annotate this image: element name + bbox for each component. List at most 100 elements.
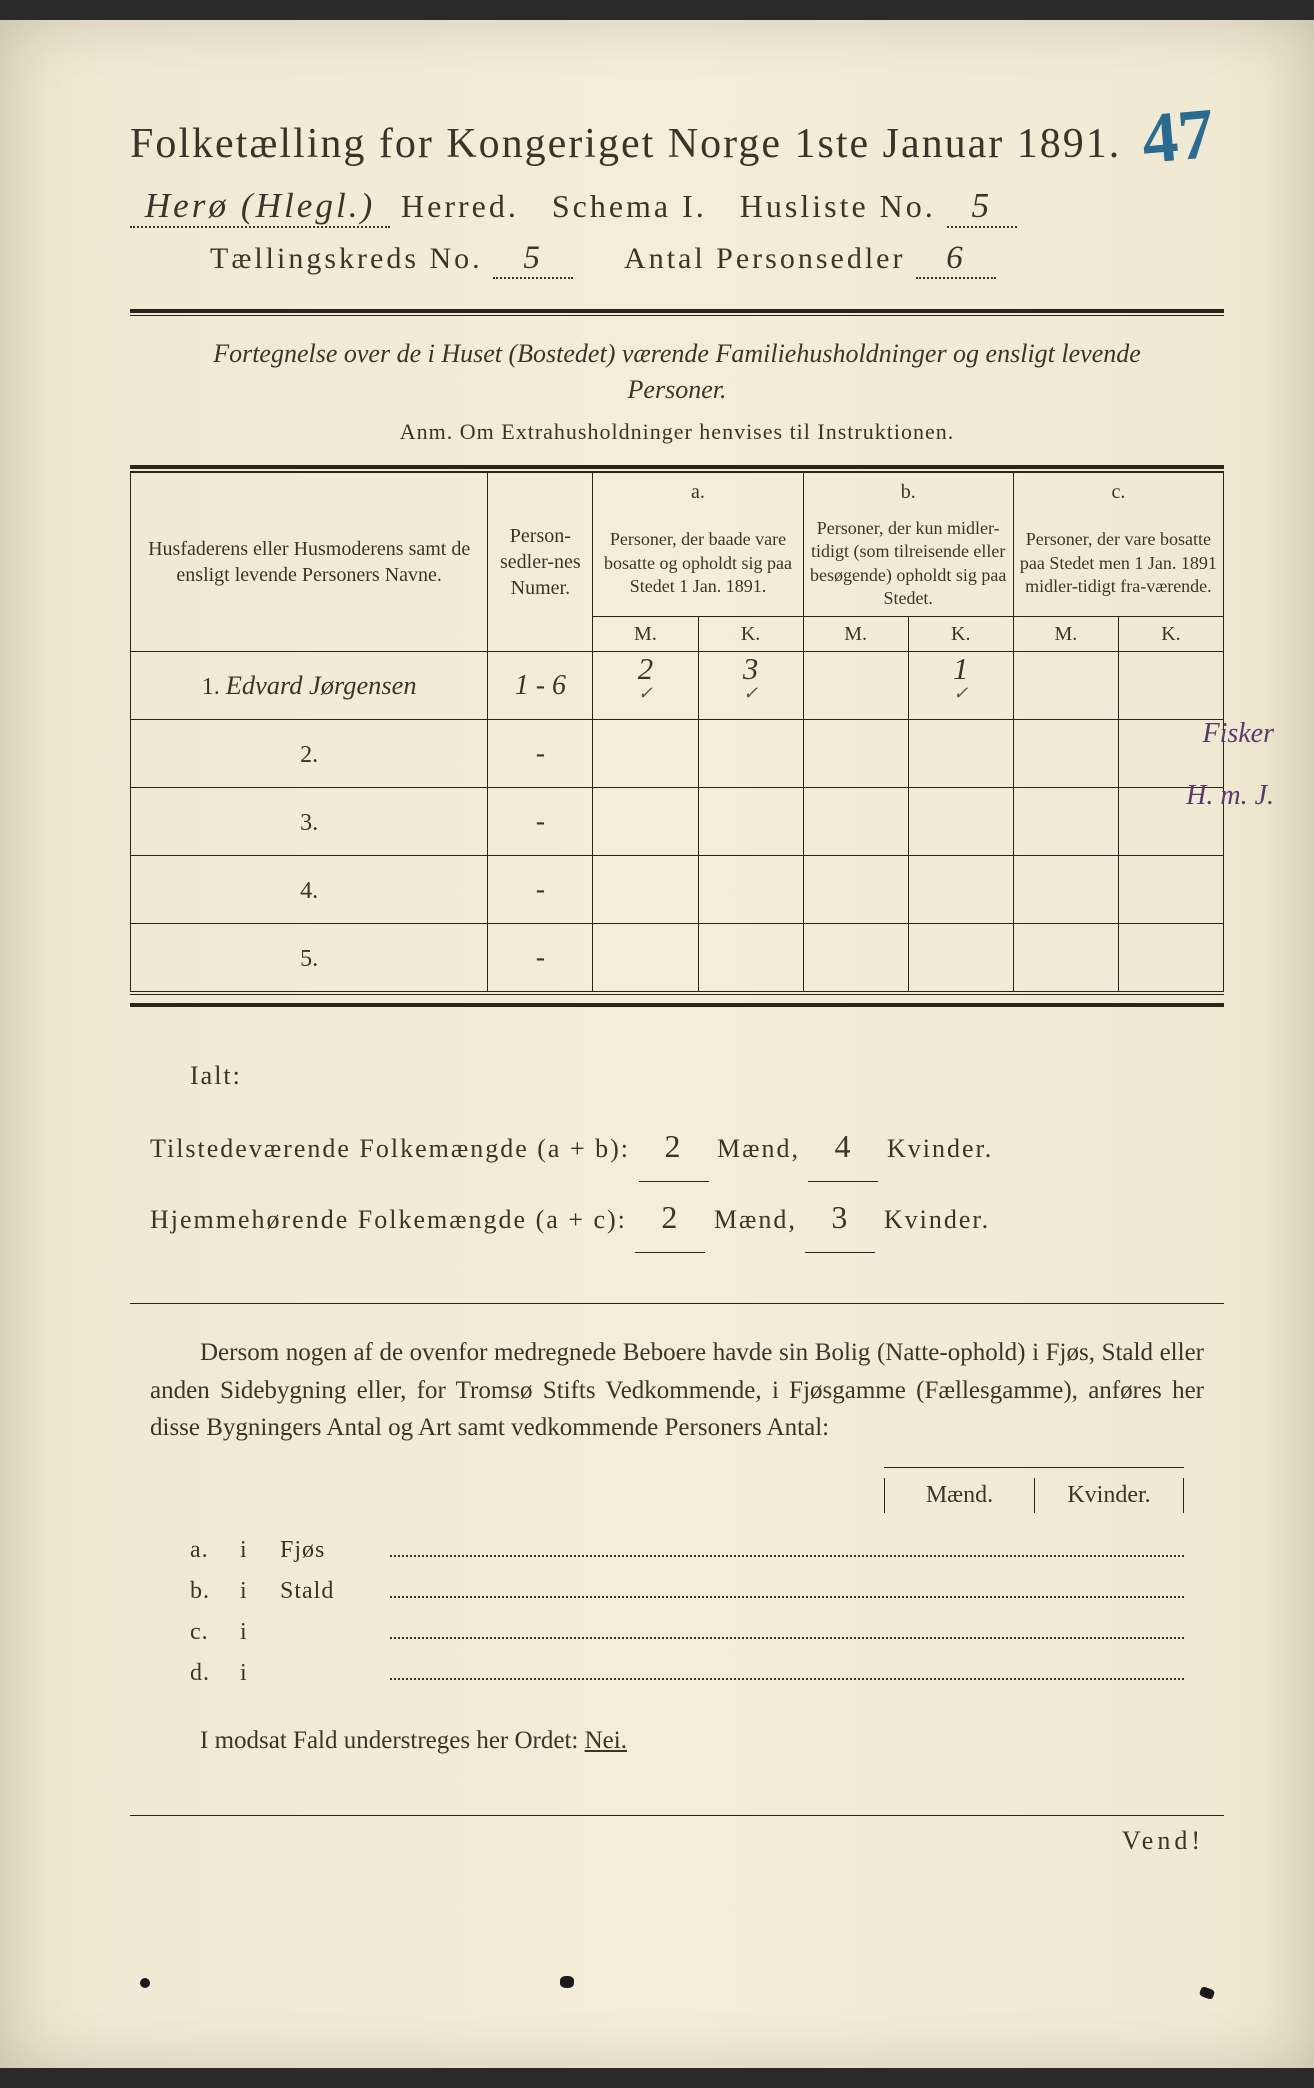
page-corner-number: 47 bbox=[1139, 92, 1218, 181]
vend-label: Vend! bbox=[130, 1826, 1224, 1856]
col-header-b-top: b. bbox=[803, 472, 1013, 511]
building-i: i bbox=[240, 1619, 280, 1646]
table-row: 1. Edvard Jørgensen1 - 62✓3✓1✓ bbox=[131, 652, 1224, 720]
maend-label: Mænd, bbox=[717, 1134, 800, 1163]
col-header-c-top: c. bbox=[1013, 472, 1223, 511]
schema-label: Schema I. bbox=[552, 188, 707, 224]
row-c-m bbox=[1014, 788, 1119, 855]
kreds-no: 5 bbox=[493, 240, 573, 279]
hjemme-kvinder: 3 bbox=[805, 1182, 875, 1253]
row-b-m bbox=[804, 720, 909, 787]
table-row: 2. - bbox=[131, 720, 1224, 788]
census-table: Husfaderens eller Husmoderens samt de en… bbox=[130, 472, 1224, 993]
building-list: a.iFjøsb.iStaldc.id.i bbox=[190, 1533, 1184, 1687]
row-b-m bbox=[804, 856, 909, 923]
row-a-k bbox=[699, 720, 803, 787]
table-row: 5. - bbox=[131, 924, 1224, 992]
building-i: i bbox=[240, 1537, 280, 1564]
col-header-a-desc: Personer, der baade vare bosatte og opho… bbox=[593, 511, 803, 617]
hjemme-label: Hjemmehørende Folkemængde (a + c): bbox=[150, 1191, 627, 1248]
building-row: c.i bbox=[190, 1615, 1184, 1646]
building-key: d. bbox=[190, 1660, 240, 1687]
row-b-m bbox=[804, 924, 909, 991]
row-a-k bbox=[699, 856, 803, 923]
row-a-m bbox=[593, 788, 698, 855]
margin-note-row1: H. m. J. bbox=[1186, 780, 1274, 812]
tilstede-kvinder: 4 bbox=[808, 1111, 878, 1182]
row-a-m bbox=[593, 720, 698, 787]
ink-mark bbox=[1199, 1986, 1216, 2000]
col-a-k: K. bbox=[699, 617, 803, 651]
table-row: 3. - bbox=[131, 788, 1224, 856]
nei-word: Nei. bbox=[585, 1727, 627, 1754]
ink-mark bbox=[140, 1978, 150, 1988]
husliste-no: 5 bbox=[947, 186, 1017, 228]
divider bbox=[130, 1303, 1224, 1304]
hjemme-maend: 2 bbox=[635, 1182, 705, 1253]
row-c-m bbox=[1014, 924, 1119, 991]
form-title: Folketælling for Kongeriget Norge 1ste J… bbox=[130, 120, 1224, 168]
row-a-k: 3✓ bbox=[699, 652, 803, 719]
herred-handwritten: Herø (Hlegl.) bbox=[130, 186, 390, 228]
row-b-k bbox=[909, 720, 1013, 787]
building-paragraph: Dersom nogen af de ovenfor medregnede Be… bbox=[150, 1334, 1204, 1447]
antal-no: 6 bbox=[916, 240, 996, 279]
divider bbox=[130, 994, 1224, 995]
margin-note-header: Fisker bbox=[1202, 718, 1274, 750]
census-form-page: 47 Folketælling for Kongeriget Norge 1st… bbox=[0, 20, 1314, 2068]
building-name: Stald bbox=[280, 1578, 390, 1605]
col-b-k: K. bbox=[909, 617, 1013, 651]
row-c-k bbox=[1119, 652, 1223, 719]
row-c-m bbox=[1014, 652, 1119, 719]
ink-mark bbox=[560, 1976, 574, 1988]
tilstede-maend: 2 bbox=[639, 1111, 709, 1182]
building-key: c. bbox=[190, 1619, 240, 1646]
row-b-k bbox=[909, 856, 1013, 923]
row-num: - bbox=[488, 856, 593, 924]
building-i: i bbox=[240, 1660, 280, 1687]
row-name: 3. bbox=[131, 788, 488, 856]
building-dotted-line bbox=[390, 1656, 1184, 1680]
husliste-label: Husliste No. bbox=[740, 188, 936, 224]
mk-kvinder: Kvinder. bbox=[1034, 1478, 1184, 1513]
row-num: 1 - 6 bbox=[488, 652, 593, 720]
col-c-m: M. bbox=[1014, 617, 1119, 651]
building-dotted-line bbox=[390, 1615, 1184, 1639]
building-row: d.i bbox=[190, 1656, 1184, 1687]
row-b-k bbox=[909, 788, 1013, 855]
row-num: - bbox=[488, 788, 593, 856]
kvinder-label: Kvinder. bbox=[884, 1205, 990, 1234]
tilstede-label: Tilstedeværende Folkemængde (a + b): bbox=[150, 1120, 630, 1177]
col-header-name: Husfaderens eller Husmoderens samt de en… bbox=[131, 472, 488, 652]
divider bbox=[130, 1815, 1224, 1816]
col-b-m: M. bbox=[804, 617, 909, 651]
maend-label: Mænd, bbox=[714, 1205, 797, 1234]
col-c-k: K. bbox=[1119, 617, 1223, 651]
row-a-k bbox=[699, 924, 803, 991]
kvinder-label: Kvinder. bbox=[887, 1134, 993, 1163]
nei-line: I modsat Fald understreges her Ordet: Ne… bbox=[150, 1727, 1204, 1755]
building-key: b. bbox=[190, 1578, 240, 1605]
totals-section: Ialt: Tilstedeværende Folkemængde (a + b… bbox=[150, 1047, 1204, 1253]
building-name: Fjøs bbox=[280, 1537, 390, 1564]
building-i: i bbox=[240, 1578, 280, 1605]
row-c-m bbox=[1014, 720, 1119, 787]
header-line-2: Tællingskreds No. 5 Antal Personsedler 6 bbox=[130, 240, 1224, 279]
antal-label: Antal Personsedler bbox=[624, 242, 905, 275]
row-b-k: 1✓ bbox=[909, 652, 1013, 719]
divider bbox=[130, 315, 1224, 316]
row-b-m bbox=[804, 788, 909, 855]
row-c-m bbox=[1014, 856, 1119, 923]
row-name: 4. bbox=[131, 856, 488, 924]
building-row: a.iFjøs bbox=[190, 1533, 1184, 1564]
col-header-b-desc: Personer, der kun midler-tidigt (som til… bbox=[803, 511, 1013, 617]
ialt-label: Ialt: bbox=[150, 1047, 1204, 1104]
col-a-m: M. bbox=[593, 617, 698, 651]
row-num: - bbox=[488, 924, 593, 992]
row-a-m bbox=[593, 924, 698, 991]
building-key: a. bbox=[190, 1537, 240, 1564]
row-c-k bbox=[1119, 924, 1223, 991]
building-dotted-line bbox=[390, 1574, 1184, 1598]
row-b-m bbox=[804, 652, 909, 719]
col-header-c-desc: Personer, der vare bosatte paa Stedet me… bbox=[1013, 511, 1223, 617]
